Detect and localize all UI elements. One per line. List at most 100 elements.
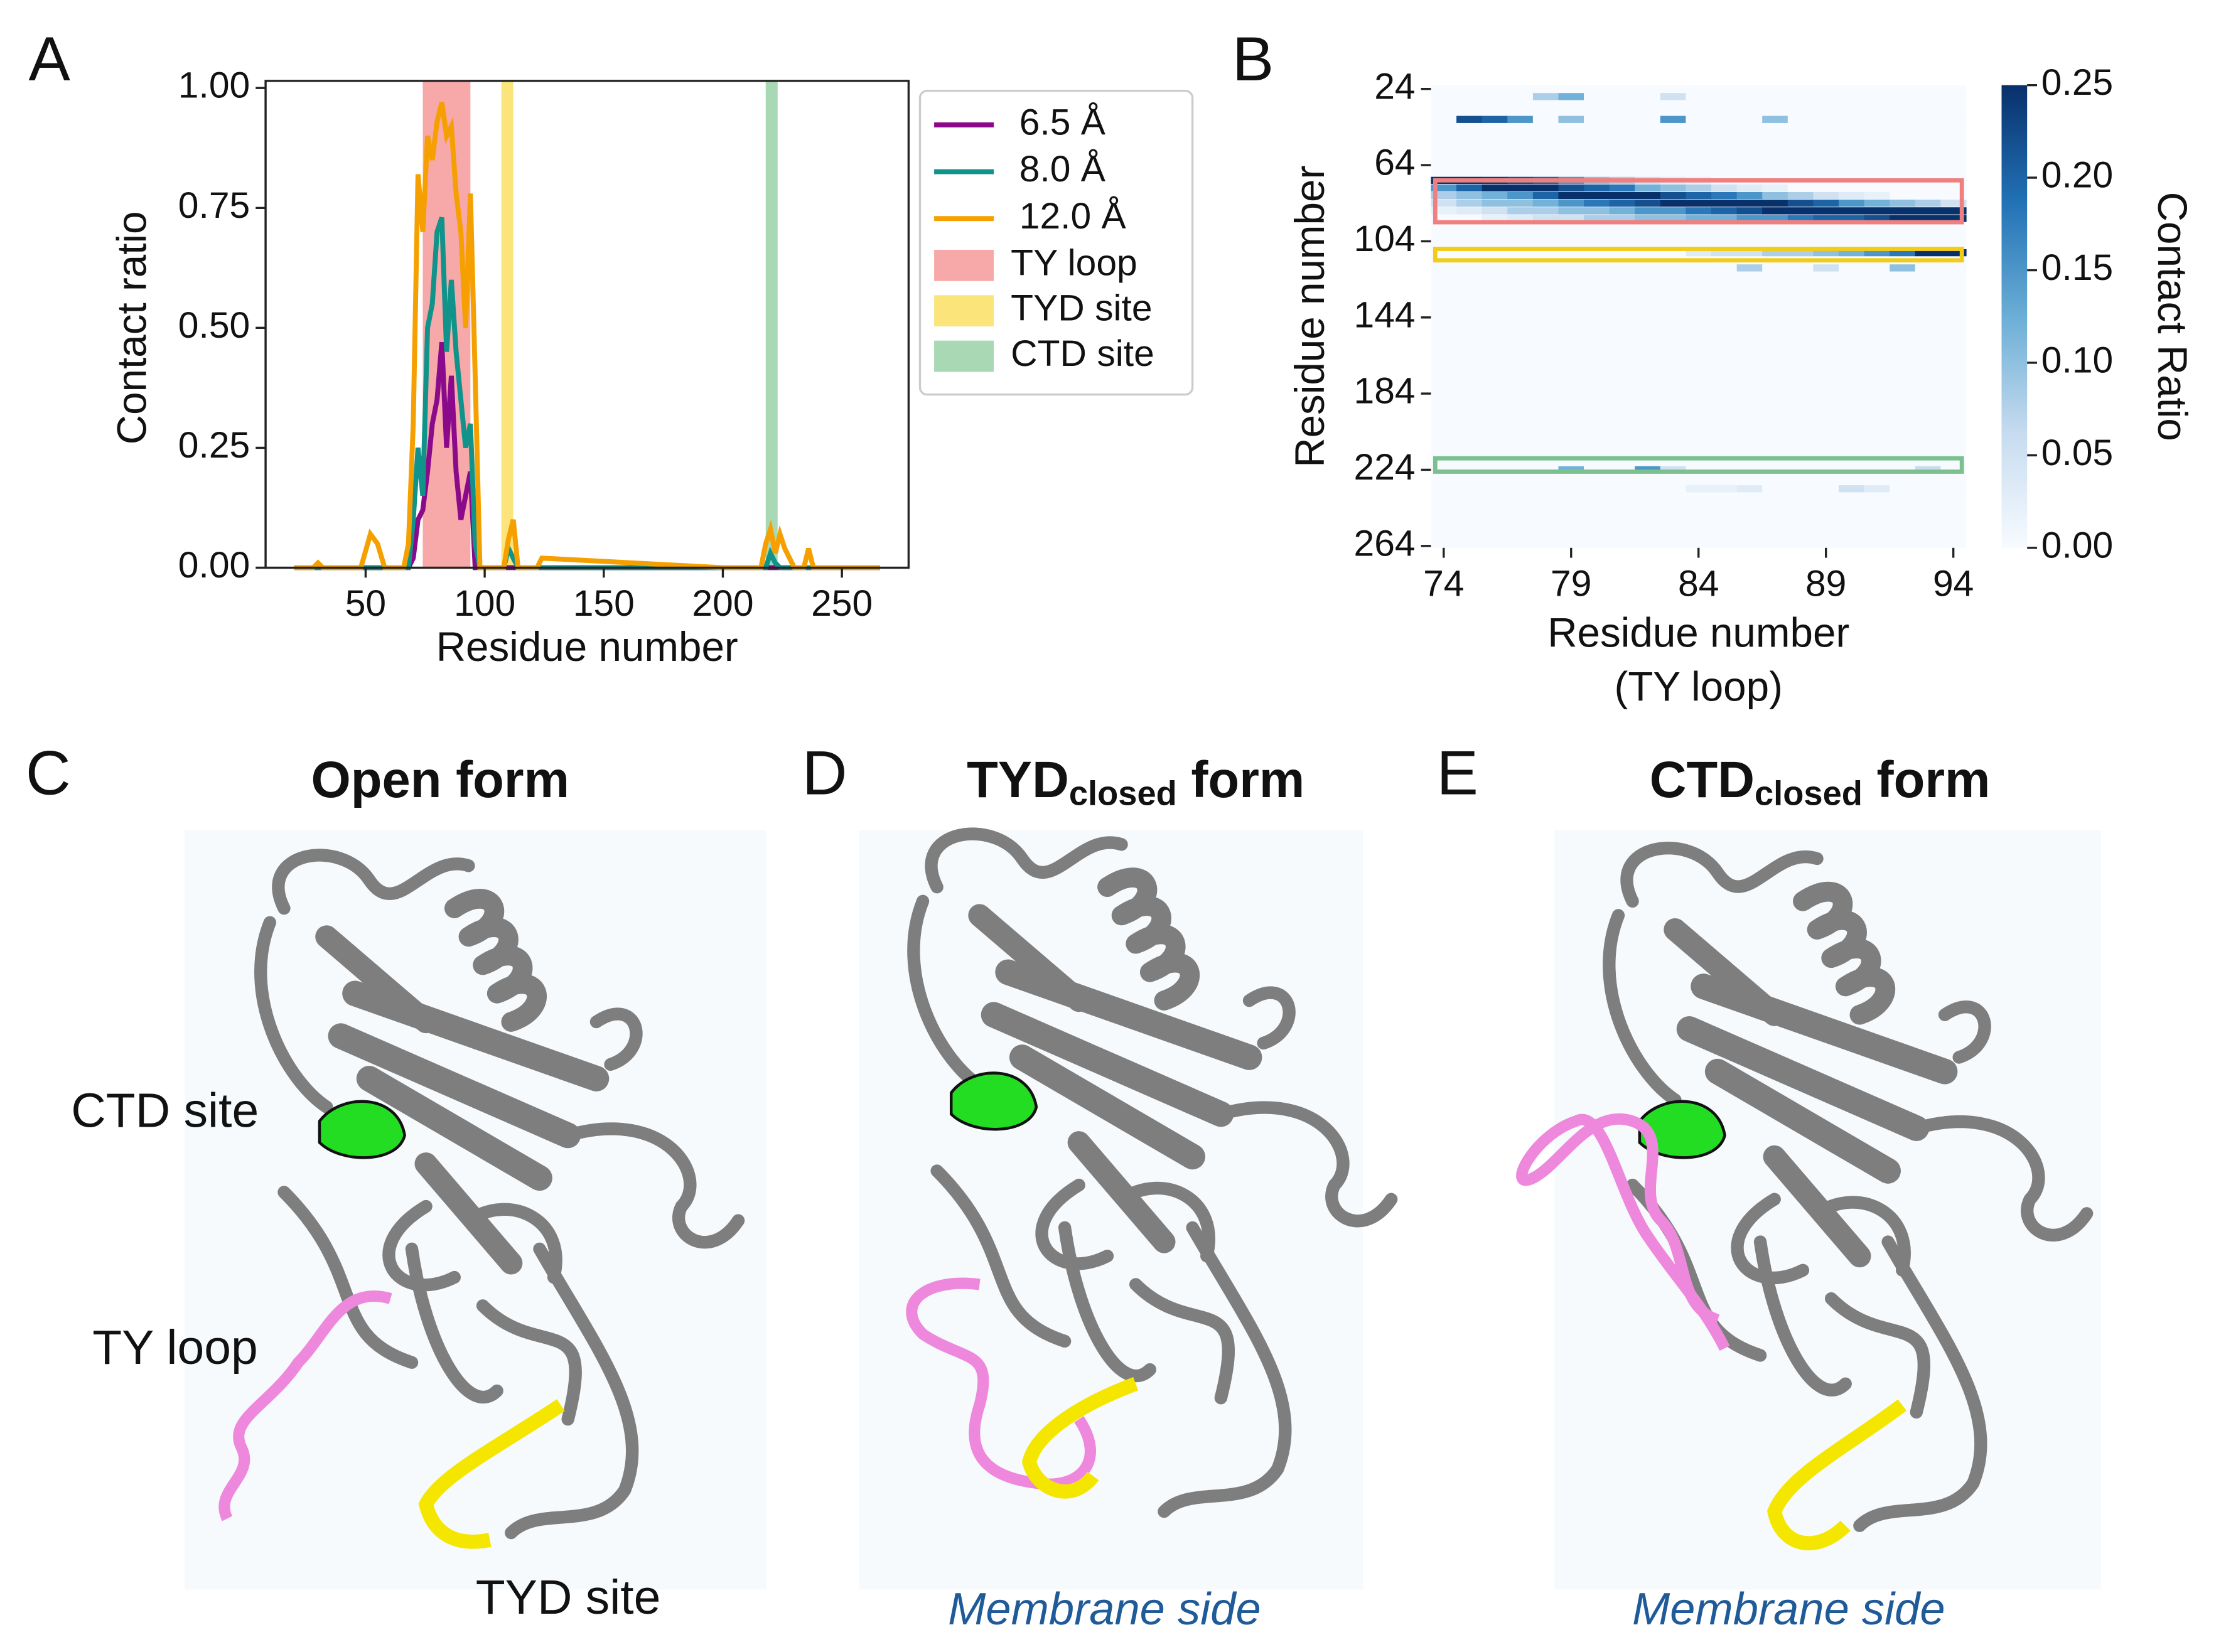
panel-letter: D xyxy=(802,738,847,808)
heat-cell xyxy=(1686,249,1712,257)
heat-cell xyxy=(1635,249,1661,257)
heat-cell xyxy=(1890,93,1916,100)
legend-label: CTD site xyxy=(1011,333,1154,374)
heat-cell xyxy=(1736,184,1763,192)
heat-cell xyxy=(1711,191,1738,200)
heat-cell xyxy=(1660,485,1687,493)
heat-cell xyxy=(1686,264,1712,272)
heat-cell xyxy=(1635,200,1661,207)
heat-cell xyxy=(1507,191,1534,200)
heat-cell xyxy=(1890,191,1916,200)
heat-cell xyxy=(1890,207,1916,215)
heat-cell xyxy=(1431,115,1457,123)
ctd-site xyxy=(318,1100,406,1159)
x-axis-label: Residue number xyxy=(436,624,738,670)
heat-cell xyxy=(1481,191,1508,200)
heat-cell xyxy=(1456,207,1483,215)
heat-cell xyxy=(1456,191,1483,200)
heat-cell xyxy=(1736,200,1763,207)
heat-cell xyxy=(1787,200,1814,207)
heat-cell xyxy=(1456,184,1483,192)
heat-cell xyxy=(1838,200,1865,207)
heat-cell xyxy=(1660,200,1687,207)
heat-cell xyxy=(1762,115,1788,123)
heat-cell xyxy=(1481,207,1508,215)
heat-cell xyxy=(1609,249,1635,257)
y-tick-label: 0.50 xyxy=(178,305,250,346)
y-tick-label: 184 xyxy=(1354,371,1416,412)
heat-cell xyxy=(1609,184,1635,192)
heat-cell xyxy=(1762,264,1788,272)
heat-cell xyxy=(1584,249,1610,257)
heat-cell xyxy=(1532,207,1559,215)
heat-cell xyxy=(1915,191,1942,200)
heat-cell xyxy=(1915,264,1942,272)
heat-cell xyxy=(1558,249,1584,257)
heat-cell xyxy=(1787,249,1814,257)
heat-cell xyxy=(1686,93,1712,100)
series-line xyxy=(294,102,880,571)
heat-cell xyxy=(1711,115,1738,123)
heat-cell xyxy=(1711,184,1738,192)
heat-cell xyxy=(1686,115,1712,123)
title-main: TYD xyxy=(967,751,1069,808)
legend-label: TYD site xyxy=(1011,288,1152,329)
heat-cell xyxy=(1431,264,1457,272)
heat-cell xyxy=(1890,200,1916,207)
heat-cell xyxy=(1940,93,1967,100)
heat-cell xyxy=(1635,264,1661,272)
heat-cell xyxy=(1736,191,1763,200)
heat-cell xyxy=(1481,485,1508,493)
heat-cell xyxy=(1864,184,1890,192)
heat-cell xyxy=(1660,249,1687,257)
heat-cell xyxy=(1787,191,1814,200)
heat-cell xyxy=(1890,249,1916,257)
heat-cell xyxy=(1431,200,1457,207)
heat-cell xyxy=(1507,249,1534,257)
heat-cell xyxy=(1915,215,1942,222)
heat-cell xyxy=(1838,207,1865,215)
heat-cell xyxy=(1507,215,1534,222)
x-tick-label: 50 xyxy=(345,583,386,624)
heat-cell xyxy=(1456,215,1483,222)
heat-cell xyxy=(1813,207,1839,215)
heat-cell xyxy=(1660,207,1687,215)
heat-cell xyxy=(1635,485,1661,493)
heat-cell xyxy=(1481,115,1508,123)
heat-cell xyxy=(1507,200,1534,207)
heat-cell xyxy=(1940,215,1967,222)
heat-cell xyxy=(1762,215,1788,222)
title-rest: form xyxy=(1863,751,1990,808)
heat-cell xyxy=(1864,93,1890,100)
highlight-box xyxy=(1433,247,1964,263)
site-label: TYD site xyxy=(476,1570,661,1624)
heat-cell xyxy=(1711,93,1738,100)
colorbar-tick-label: 0.05 xyxy=(2041,432,2113,473)
heat-cell xyxy=(1940,184,1967,192)
heat-cell xyxy=(1711,207,1738,215)
heat-cell xyxy=(1532,184,1559,192)
heat-cell xyxy=(1584,191,1610,200)
heat-cell xyxy=(1660,264,1687,272)
heat-cell xyxy=(1558,200,1584,207)
heat-cell xyxy=(1736,485,1763,493)
heat-cell xyxy=(1686,207,1712,215)
heat-cell xyxy=(1787,184,1814,192)
y-tick-label: 0.00 xyxy=(178,545,250,586)
x-tick-label: 89 xyxy=(1805,563,1846,604)
site-label: CTD site xyxy=(71,1083,259,1137)
heat-cell xyxy=(1456,264,1483,272)
x-tick-label: 100 xyxy=(454,583,515,624)
structure-panels xyxy=(185,830,2101,1590)
ty-loop xyxy=(1516,1113,1730,1351)
heat-cell xyxy=(1864,191,1890,200)
heat-cell xyxy=(1532,93,1559,100)
ctd-site xyxy=(949,1071,1038,1131)
heat-cell xyxy=(1635,93,1661,100)
heat-cell xyxy=(1736,207,1763,215)
heat-cell xyxy=(1762,191,1788,200)
colorbar-tick-label: 0.15 xyxy=(2041,247,2113,288)
panel-letter: C xyxy=(26,738,71,808)
heat-cell xyxy=(1864,115,1890,123)
heat-cell xyxy=(1609,207,1635,215)
